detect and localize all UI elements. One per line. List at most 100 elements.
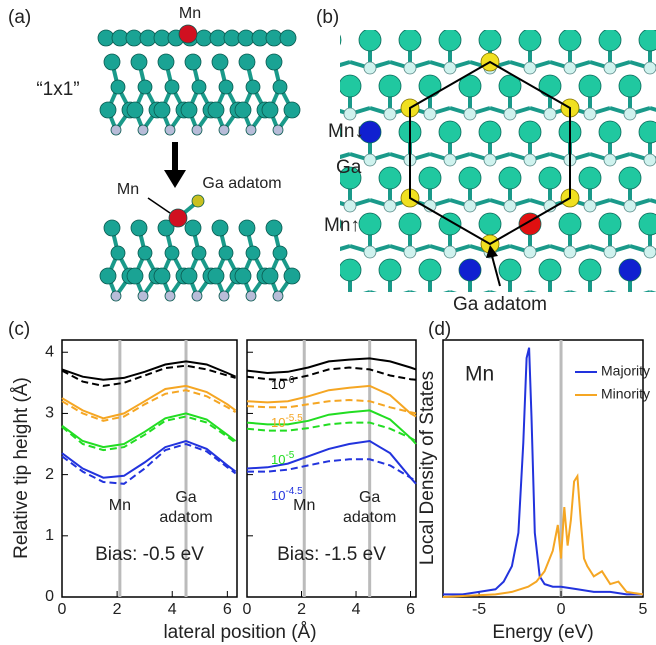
atom — [279, 213, 301, 235]
atom — [284, 268, 300, 284]
atom — [165, 80, 179, 94]
atom — [619, 167, 641, 189]
site-label: Mn — [109, 497, 131, 514]
atom — [564, 62, 576, 74]
atom — [169, 209, 187, 227]
atom — [559, 29, 581, 51]
series-label-exponent: -5.5 — [285, 413, 303, 424]
atom — [104, 54, 120, 70]
atom — [444, 62, 456, 74]
atom — [399, 29, 421, 51]
atom — [559, 305, 581, 327]
bond — [310, 384, 330, 390]
atom — [111, 291, 121, 301]
x-tick-label: 4 — [352, 601, 361, 618]
atom — [604, 246, 616, 258]
bond — [630, 292, 650, 298]
site-label: Ga — [359, 489, 380, 506]
atom — [379, 0, 401, 5]
atom — [484, 154, 496, 166]
bond — [410, 292, 430, 298]
atom — [165, 291, 175, 301]
atom — [279, 305, 301, 327]
y-tick-label: 1 — [45, 527, 54, 544]
bond — [450, 16, 470, 22]
atom — [479, 213, 501, 235]
bond — [370, 292, 390, 298]
atom — [158, 54, 174, 70]
atom — [544, 16, 556, 28]
atom — [499, 351, 521, 373]
atom — [644, 62, 656, 74]
atom — [212, 54, 228, 70]
atom — [464, 108, 476, 120]
bias-label: Bias: -1.5 eV — [277, 544, 386, 565]
atom — [344, 292, 356, 304]
site-label: Mn — [293, 497, 315, 514]
atom — [104, 220, 120, 236]
atom — [192, 80, 206, 94]
atom — [219, 246, 233, 260]
atom — [319, 305, 341, 327]
atom — [262, 102, 278, 118]
atom — [262, 268, 278, 284]
bond — [630, 16, 650, 22]
bond — [270, 154, 290, 160]
atom — [246, 125, 256, 135]
atom — [644, 338, 656, 350]
atom — [273, 80, 287, 94]
atom — [459, 167, 481, 189]
bond — [650, 16, 656, 22]
atom — [379, 259, 401, 281]
atom — [644, 154, 656, 166]
atom — [266, 54, 282, 70]
atom — [246, 291, 256, 301]
bond — [650, 338, 656, 344]
atom — [344, 108, 356, 120]
atom — [424, 16, 436, 28]
atom — [208, 268, 224, 284]
series-label-exponent: -6 — [285, 375, 294, 386]
bond — [390, 384, 410, 390]
bond — [430, 16, 450, 22]
atom — [599, 29, 621, 51]
atom — [364, 62, 376, 74]
y-axis-label: Local Density of States — [417, 371, 438, 565]
atom — [273, 125, 283, 135]
series-label-exponent: -5 — [285, 450, 294, 461]
atom — [339, 351, 361, 373]
atom — [464, 16, 476, 28]
atom — [519, 29, 541, 51]
atom — [424, 292, 436, 304]
bond — [550, 292, 570, 298]
atom — [235, 102, 251, 118]
bond — [430, 292, 450, 298]
bond — [310, 246, 330, 252]
atom — [599, 121, 621, 143]
atom — [499, 167, 521, 189]
atom — [324, 62, 336, 74]
atom — [479, 121, 501, 143]
line-series — [247, 358, 416, 373]
atom — [165, 246, 179, 260]
atom — [524, 62, 536, 74]
atom — [192, 291, 202, 301]
x-tick-label: -5 — [472, 601, 486, 618]
atom — [111, 246, 125, 260]
bond — [350, 16, 370, 22]
line-series — [62, 413, 236, 447]
atom — [519, 121, 541, 143]
bond — [330, 292, 350, 298]
atom — [644, 246, 656, 258]
atom — [131, 220, 147, 236]
atom — [127, 102, 143, 118]
atom — [304, 16, 316, 28]
bond — [570, 384, 590, 390]
pointer — [148, 198, 170, 213]
atom — [192, 195, 204, 207]
atom — [339, 75, 361, 97]
bond — [290, 338, 310, 344]
bond — [590, 16, 610, 22]
structure-b — [270, 0, 656, 396]
y-tick-label: 2 — [45, 466, 54, 483]
